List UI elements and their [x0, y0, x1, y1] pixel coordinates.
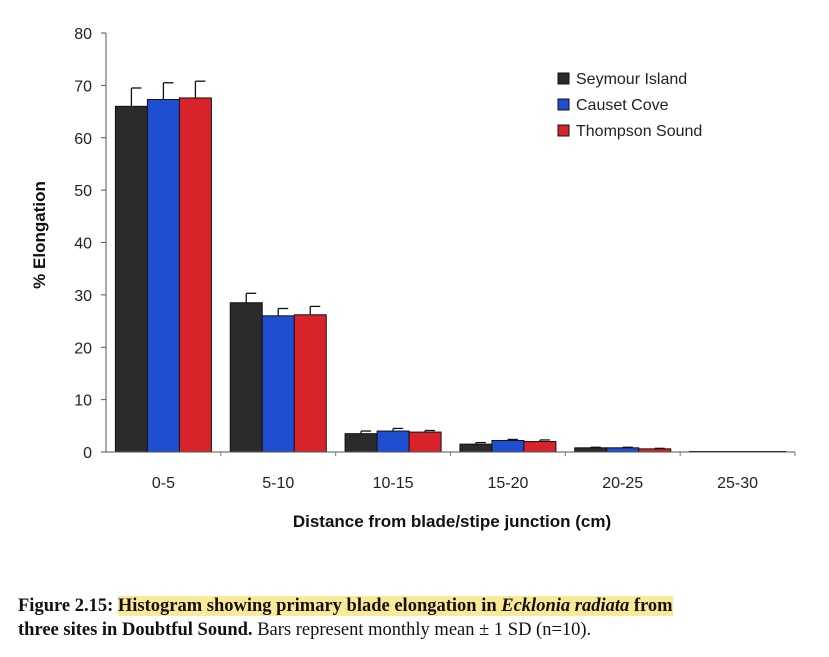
- y-tick-label: 60: [74, 131, 92, 148]
- bar: [229, 302, 263, 453]
- legend-swatch: [557, 72, 570, 85]
- legend-swatch: [557, 98, 570, 111]
- bar: [146, 99, 180, 453]
- bar: [178, 97, 212, 453]
- caption-species: Ecklonia radiata: [501, 596, 630, 616]
- figure-caption: Figure 2.15: Histogram showing primary b…: [18, 594, 818, 642]
- y-axis: 0 10 20 30 40 50 60 70 80: [74, 26, 107, 462]
- bar: [293, 314, 327, 453]
- y-tick-label: 40: [74, 236, 92, 253]
- caption-highlight-post: from: [629, 596, 673, 616]
- x-tick-label: 15-20: [487, 475, 528, 492]
- legend-entry: Causet Cove: [576, 97, 669, 114]
- x-axis-title: Distance from blade/stipe junction (cm): [293, 512, 611, 531]
- chart: 0 10 20 30 40 50 60 70 80 0-5 5-10 10-15 15-20 20-25…: [30, 26, 796, 531]
- bar: [344, 433, 378, 453]
- bar: [574, 447, 608, 453]
- y-tick-label: 20: [74, 340, 92, 357]
- x-tick-label: 20-25: [602, 475, 643, 492]
- bar: [459, 443, 493, 453]
- caption-line2-rest: Bars represent monthly mean ± 1 SD (n=10…: [252, 620, 592, 640]
- x-tick-label: 25-30: [717, 475, 758, 492]
- caption-highlight-pre: Histogram showing primary blade elongati…: [117, 596, 502, 616]
- y-tick-label: 70: [74, 78, 92, 95]
- caption-line2-bold: three sites in Doubtful Sound.: [18, 620, 253, 640]
- bar: [491, 439, 525, 453]
- bar: [606, 447, 640, 453]
- bar: [408, 431, 442, 453]
- y-tick-label: 0: [83, 445, 92, 462]
- bar: [261, 315, 295, 453]
- y-axis-title: % Elongation: [30, 181, 49, 289]
- legend-entry: Seymour Island: [576, 71, 687, 88]
- x-tick-label: 10-15: [373, 475, 414, 492]
- y-tick-label: 50: [74, 183, 92, 200]
- y-tick-label: 30: [74, 288, 92, 305]
- legend-swatch: [557, 124, 570, 137]
- x-axis: 0-5 5-10 10-15 15-20 20-25 25-30: [106, 451, 796, 492]
- y-tick-label: 10: [74, 393, 92, 410]
- bars: [114, 80, 787, 453]
- y-tick-label: 80: [74, 26, 92, 43]
- x-tick-label: 5-10: [262, 475, 294, 492]
- bar: [376, 430, 410, 453]
- legend: Seymour Island Causet Cove Thompson Sound: [557, 71, 702, 140]
- legend-entry: Thompson Sound: [576, 123, 702, 140]
- x-tick-label: 0-5: [152, 475, 175, 492]
- caption-label: Figure 2.15:: [18, 596, 114, 616]
- bar: [114, 105, 148, 453]
- bar: [523, 441, 557, 453]
